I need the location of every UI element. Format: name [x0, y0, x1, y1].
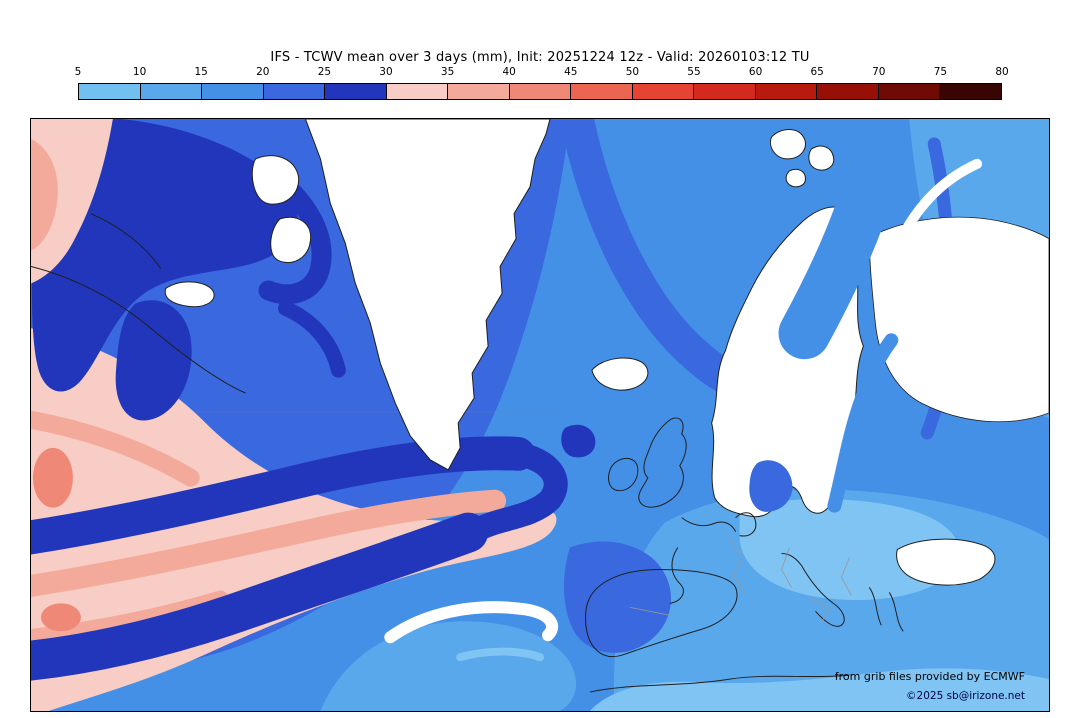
colorbar-cell: [755, 84, 818, 99]
colorbar-tick-label: 65: [810, 66, 824, 78]
colorbar-cell: [817, 84, 879, 99]
landmasses: [164, 119, 1049, 518]
ocean-details: [384, 119, 996, 662]
colorbar-tick-label: 60: [748, 66, 763, 78]
coastline-europe-west: [681, 517, 737, 532]
contour-blob: [31, 119, 298, 392]
coastline-balkans: [868, 587, 904, 632]
contour-band: [560, 119, 767, 408]
colorbar-tick-label: 25: [317, 66, 332, 78]
colorbar-cell: [140, 84, 203, 99]
coastline-iberia: [585, 568, 738, 658]
contour-band: [258, 163, 332, 305]
map-svg: [31, 119, 1049, 711]
colorbar-cell: [571, 84, 633, 99]
colorbar-tick-label: 75: [933, 66, 948, 78]
moisture-band-over-scandinavia: [778, 119, 909, 360]
coastline-canada: [31, 266, 246, 394]
colorbar-tick-label: 10: [132, 66, 147, 78]
corner-moisture: [31, 119, 113, 284]
svalbard-island: [808, 145, 835, 171]
contour-blob: [115, 300, 192, 421]
dry-streak: [896, 158, 983, 244]
black-sea: [896, 538, 996, 586]
colorbar-cell: [509, 84, 572, 99]
coastline-canada: [90, 213, 162, 269]
coastline-biscay: [669, 547, 684, 604]
moist-band: [31, 489, 507, 597]
coastline-north-africa: [589, 674, 850, 693]
contour-band: [278, 300, 346, 378]
coastline-italy: [781, 553, 845, 627]
greenland-landmass: [304, 119, 551, 471]
border-line: [729, 537, 746, 594]
colorbar-tick-label: 70: [872, 66, 886, 78]
gulf-of-bothnia: [827, 333, 899, 513]
colorbar-tick-label: 20: [256, 66, 270, 78]
colorbar-cell: [263, 84, 326, 99]
dry-curl: [384, 601, 559, 644]
dry-air-bands: [31, 119, 596, 681]
light-curl: [456, 647, 544, 662]
arctic-island: [270, 216, 311, 263]
colorbar-tick-label: 40: [502, 66, 516, 78]
iceland-landmass: [591, 357, 649, 391]
small-island: [164, 281, 215, 308]
country-borders: [629, 537, 852, 626]
moist-core: [40, 603, 81, 632]
colorbar-cell: [940, 84, 1001, 99]
colorbar-tick-label: 45: [564, 66, 578, 78]
colorbar-cell: [694, 84, 756, 99]
colorbar-cell: [386, 84, 449, 99]
coastline-great-britain: [638, 417, 687, 508]
colorbar-tick-labels: 5 10 15 20 25 30 35 40 45 50 55 60 65 70 75 80: [74, 66, 1009, 81]
moist-band: [31, 590, 228, 644]
colorbar-cell: [325, 84, 387, 99]
coastlines: [31, 213, 904, 693]
baltic-sea: [749, 460, 793, 512]
colorbar-cell: [448, 84, 510, 99]
contour-blob: [320, 621, 577, 711]
colorbar-cell: [632, 84, 695, 99]
colorbar: 5 10 15 20 25 30 35 40 45 50 55 60 65 70 75 80: [74, 66, 1009, 100]
finland-landmass: [868, 216, 1049, 423]
border-line: [781, 547, 792, 588]
colorbar-cell: [202, 84, 264, 99]
arctic-island: [251, 155, 299, 205]
colorbar-tick-label: 35: [440, 66, 455, 78]
border-line: [629, 606, 670, 616]
moist-band: [31, 410, 200, 487]
contour-blob: [563, 541, 672, 653]
colorbar-tick-label: 50: [625, 66, 640, 78]
colorbar-cell: [79, 84, 141, 99]
border-line: [840, 557, 852, 596]
contour-blob: [589, 668, 1049, 711]
moist-plume: [31, 119, 113, 284]
colorbar-scale: [78, 83, 1002, 100]
contour-blob: [561, 424, 596, 458]
page-title: IFS - TCWV mean over 3 days (mm), Init: …: [270, 50, 810, 65]
moist-core: [32, 447, 73, 508]
coastline-denmark: [735, 512, 757, 537]
frontal-band: [31, 512, 489, 681]
svalbard-island: [770, 128, 806, 160]
map-area: from grib files provided by ECMWF ©2025 …: [30, 118, 1050, 712]
colorbar-tick-label: 80: [995, 66, 1009, 78]
colorbar-tick-label: 55: [687, 66, 701, 78]
coastline-ireland: [607, 457, 639, 492]
moist-core: [31, 138, 58, 251]
colorbar-tick-label: 30: [379, 66, 393, 78]
contour-blob: [739, 498, 960, 601]
svalbard-island: [785, 168, 806, 188]
frontal-hook: [466, 441, 568, 542]
attribution-copyright: ©2025 sb@irizone.net: [906, 690, 1025, 702]
colorbar-tick-label: 5: [74, 66, 82, 78]
attribution-ecmwf: from grib files provided by ECMWF: [834, 670, 1025, 683]
colorbar-tick-label: 15: [194, 66, 208, 78]
colorbar-cell: [878, 84, 941, 99]
border-line: [809, 597, 830, 626]
